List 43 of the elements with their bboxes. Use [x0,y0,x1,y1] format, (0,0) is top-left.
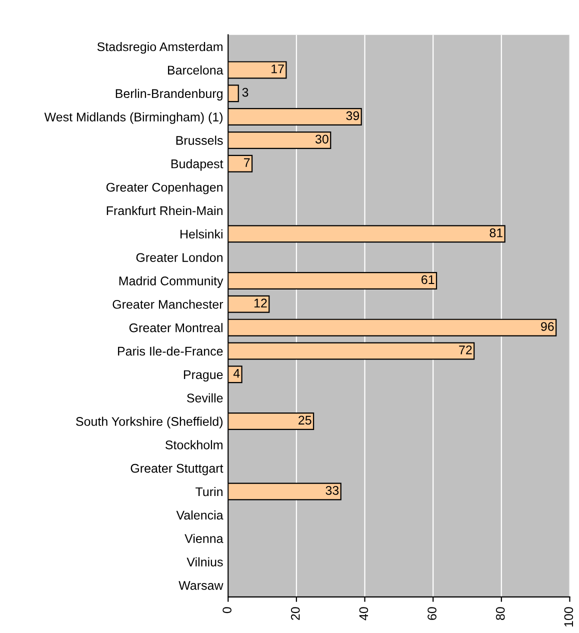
y-tick-label: Vilnius [186,557,223,566]
y-tick-label: West Midlands (Birmingham) (1) [44,112,222,124]
x-tick-label: 0 [222,607,232,614]
y-tick-label: Greater Montreal [129,323,222,332]
data-label: 39 [346,111,360,120]
x-tick-label: 40 [359,607,368,620]
y-tick-label: Budapest [171,159,224,171]
x-tick-label: 60 [428,607,436,620]
y-tick-label: Prague [184,370,223,382]
data-label: 12 [254,298,267,308]
y-tick-label: Greater Manchester [112,300,224,309]
y-tick-label: Warsaw [178,581,224,590]
y-tick-label: Helsinki [180,229,222,239]
y-tick-label: Seville [187,393,223,402]
data-label: 61 [422,275,434,284]
y-tick-label: Berlin-Brandenburg [116,88,222,100]
y-tick-label: South Yorkshire (Sheffield) [76,416,222,428]
data-label: 3 [242,88,248,97]
data-label: 81 [490,228,503,238]
x-tick-label: 100 [564,607,574,627]
y-tick-label: Brussels [176,136,223,145]
y-tick-label: Barcelona [168,65,224,75]
data-label: 4 [233,369,240,378]
data-label: 17 [272,64,284,74]
y-tick-label: Stadsregio Amsterdam [97,42,222,54]
y-tick-label: Turin [196,486,222,496]
y-tick-label: Valencia [176,510,224,520]
x-tick-label: 80 [496,607,505,620]
x-tick-label: 20 [290,607,300,620]
data-label: 96 [541,322,554,331]
data-label: 30 [315,134,328,144]
data-label: 33 [326,486,339,495]
y-tick-label: Greater Copenhagen [106,182,222,194]
y-tick-label: Frankfurt Rhein-Main [106,206,222,216]
y-tick-label: Greater Stuttgart [130,464,224,476]
y-tick-label: Stockholm [165,440,222,450]
y-tick-label: Madrid Community [119,276,224,288]
y-tick-label: Vienna [184,534,224,544]
data-label: 25 [298,416,312,425]
data-label: 72 [459,346,472,354]
y-tick-label: Greater London [136,252,222,262]
y-tick-label: Paris Ile-de-France [118,346,223,356]
data-label: 7 [244,158,250,167]
